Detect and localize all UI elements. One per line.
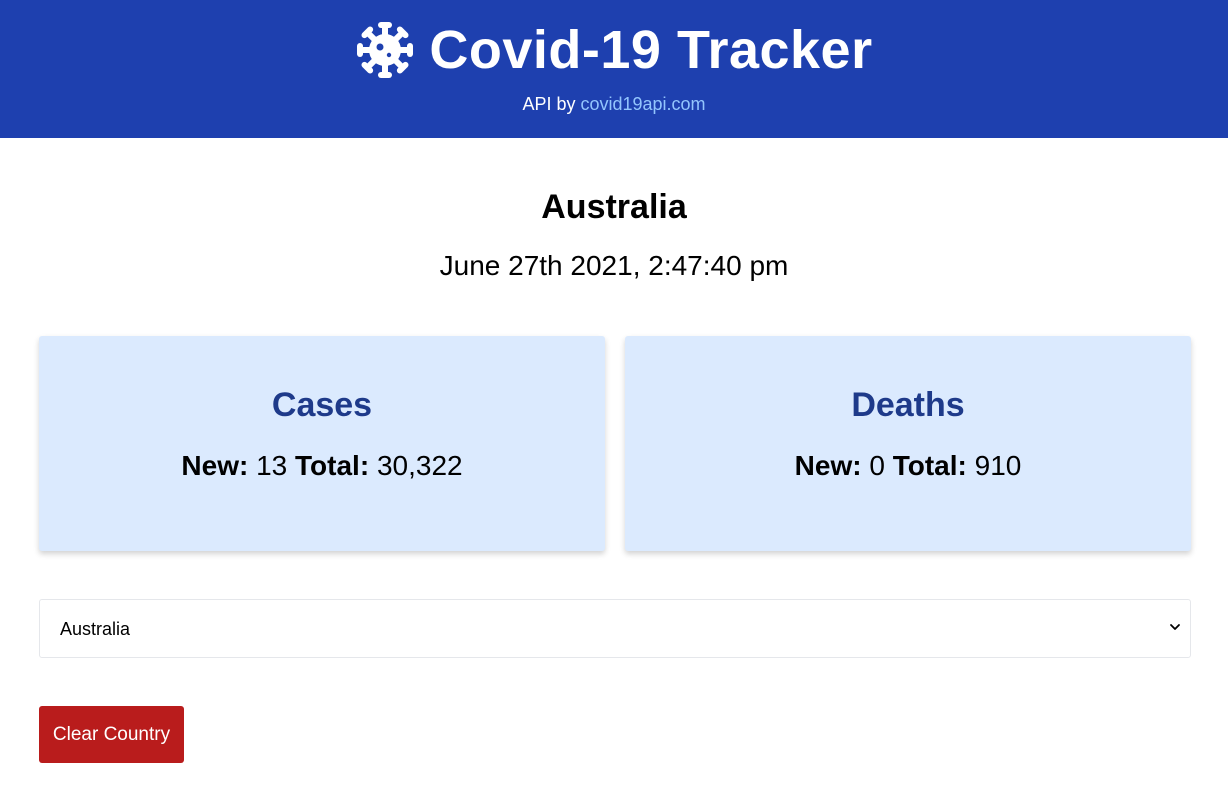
deaths-total-label: Total:	[892, 450, 967, 481]
api-credit-prefix: API by	[522, 94, 576, 114]
api-link[interactable]: covid19api.com	[580, 94, 706, 114]
deaths-card-title: Deaths	[851, 386, 965, 424]
country-heading: Australia	[541, 188, 687, 226]
deaths-new-label: New:	[794, 450, 862, 481]
chevron-down-icon	[1170, 624, 1180, 630]
cases-card: Cases New: 13 Total: 30,322	[39, 336, 605, 551]
app-header: Covid-19 Tracker API by covid19api.com	[0, 0, 1228, 138]
brand: Covid-19 Tracker	[0, 14, 1228, 86]
cases-card-title: Cases	[271, 386, 373, 424]
api-credit: API by covid19api.com	[0, 94, 1228, 115]
last-updated-datetime: June 27th 2021, 2:47:40 pm	[439, 250, 789, 281]
cases-new-value: 13	[256, 450, 288, 481]
deaths-card-stats: New: 0 Total: 910	[625, 450, 1191, 482]
deaths-total-value: 910	[974, 450, 1022, 481]
country-select-value: Australia	[60, 619, 131, 639]
deaths-new-value: 0	[869, 450, 885, 481]
cases-new-label: New:	[181, 450, 249, 481]
country-select[interactable]: Australia	[39, 599, 1191, 658]
clear-country-button[interactable]: Clear Country	[39, 706, 184, 763]
cases-total-value: 30,322	[376, 450, 463, 481]
deaths-card: Deaths New: 0 Total: 910	[625, 336, 1191, 551]
virus-icon	[357, 22, 414, 78]
app-title: Covid-19 Tracker	[429, 20, 873, 80]
cases-total-label: Total:	[295, 450, 370, 481]
cases-card-stats: New: 13 Total: 30,322	[39, 450, 605, 482]
